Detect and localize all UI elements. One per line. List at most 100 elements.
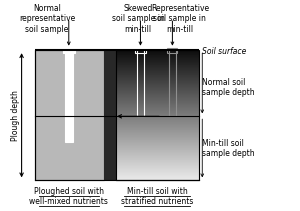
Text: Ploughed soil with
well-mixed nutrients: Ploughed soil with well-mixed nutrients xyxy=(29,187,108,206)
Bar xyxy=(116,128,199,129)
Bar xyxy=(116,116,199,117)
Bar xyxy=(116,131,199,132)
Bar xyxy=(116,67,199,68)
Bar xyxy=(116,178,199,179)
Bar xyxy=(116,112,199,113)
Bar xyxy=(64,50,73,142)
Bar xyxy=(116,97,199,98)
Bar xyxy=(116,125,199,126)
Bar xyxy=(116,119,199,120)
Bar xyxy=(116,109,199,110)
Bar xyxy=(116,145,199,146)
Bar xyxy=(116,70,199,71)
Bar xyxy=(116,148,199,149)
Bar xyxy=(116,121,199,122)
Bar xyxy=(116,154,199,155)
Bar xyxy=(116,78,199,79)
Bar xyxy=(116,163,199,164)
Bar xyxy=(116,159,199,160)
Bar xyxy=(116,106,199,107)
Bar xyxy=(116,135,199,136)
Bar xyxy=(116,92,199,93)
Bar xyxy=(116,142,199,143)
Bar xyxy=(116,136,199,137)
Bar xyxy=(116,77,199,78)
Bar xyxy=(116,173,199,174)
Bar xyxy=(116,115,199,116)
Bar xyxy=(116,133,199,134)
Bar xyxy=(116,108,199,109)
Bar xyxy=(135,48,146,53)
Bar xyxy=(116,155,199,156)
Bar xyxy=(116,176,199,177)
Bar xyxy=(116,114,199,115)
Bar xyxy=(116,91,199,92)
Bar xyxy=(116,94,199,95)
Bar xyxy=(116,179,199,180)
Bar xyxy=(116,79,199,80)
Bar xyxy=(116,147,199,148)
Bar xyxy=(116,50,199,51)
Bar xyxy=(116,57,199,58)
Bar xyxy=(116,123,199,124)
Text: Normal
representative
soil sample: Normal representative soil sample xyxy=(19,4,75,34)
Bar xyxy=(116,157,199,158)
Bar xyxy=(116,80,199,81)
Bar xyxy=(116,54,199,55)
Bar xyxy=(116,73,199,74)
Bar xyxy=(116,141,199,142)
Bar xyxy=(116,151,199,152)
Bar xyxy=(116,76,199,77)
Bar xyxy=(116,140,199,141)
Bar xyxy=(116,132,199,133)
Bar xyxy=(116,124,199,125)
Bar xyxy=(116,74,199,75)
Bar xyxy=(116,122,199,123)
Bar xyxy=(116,162,199,163)
Bar xyxy=(116,84,199,85)
Bar xyxy=(116,102,199,103)
Bar xyxy=(116,65,199,66)
Bar xyxy=(116,55,199,56)
Bar xyxy=(116,56,199,57)
Bar xyxy=(116,89,199,90)
Bar xyxy=(116,64,199,65)
Bar xyxy=(116,165,199,166)
Text: Representative
soil sample in
min-till: Representative soil sample in min-till xyxy=(151,4,209,34)
Bar xyxy=(116,100,199,101)
Bar xyxy=(116,127,199,128)
Bar xyxy=(63,48,75,53)
Bar xyxy=(116,139,199,140)
Bar xyxy=(116,126,199,127)
Bar xyxy=(116,169,199,170)
Bar xyxy=(167,48,178,53)
Bar xyxy=(116,81,199,82)
Bar xyxy=(116,68,199,69)
Bar xyxy=(116,69,199,70)
Bar xyxy=(116,130,199,131)
Bar xyxy=(116,164,199,165)
Bar xyxy=(116,87,199,88)
Bar xyxy=(116,95,199,96)
Text: Skewed
soil sample in
min-till: Skewed soil sample in min-till xyxy=(112,4,164,34)
Bar xyxy=(116,146,199,147)
Bar xyxy=(116,52,199,53)
Bar xyxy=(116,96,199,97)
Bar xyxy=(104,50,116,180)
Bar xyxy=(116,58,199,59)
Bar xyxy=(116,75,199,76)
Bar xyxy=(116,99,199,100)
Bar xyxy=(116,62,199,63)
Bar xyxy=(116,144,199,145)
Bar xyxy=(116,166,199,167)
Bar xyxy=(116,59,199,60)
Bar xyxy=(116,137,199,138)
Bar xyxy=(116,110,199,111)
Bar xyxy=(116,120,199,121)
Bar xyxy=(116,152,199,153)
Bar xyxy=(116,117,199,118)
Bar xyxy=(116,118,199,119)
Bar xyxy=(116,66,199,67)
Bar xyxy=(137,50,144,116)
Bar xyxy=(116,171,199,172)
